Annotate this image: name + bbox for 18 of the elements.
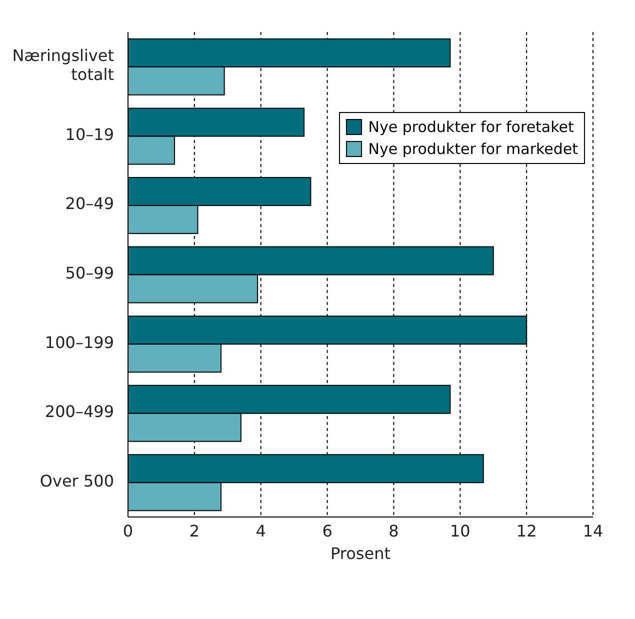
x-tick-label: 6 [322, 521, 332, 540]
legend-label: Nye produkter for markedet [368, 139, 578, 160]
legend-label: Nye produkter for foretaket [368, 117, 574, 138]
y-tick-label: 50–99 [65, 264, 114, 283]
x-tick-label: 10 [450, 521, 470, 540]
y-tick-label: 100–199 [44, 333, 114, 352]
x-tick-label: 8 [388, 521, 399, 540]
x-tick-label: 14 [582, 521, 604, 540]
x-tick-label: 0 [122, 521, 134, 540]
y-tick-label: Over 500 [40, 472, 114, 491]
y-tick-label: Næringslivet totalt [12, 46, 114, 85]
x-tick-label: 2 [189, 521, 200, 540]
x-tick-label: 12 [516, 521, 537, 540]
y-tick-label: 200–499 [44, 402, 114, 422]
y-tick-label: 20–49 [65, 194, 114, 214]
x-tick-label: 4 [256, 521, 266, 540]
y-tick-label: 10–19 [65, 125, 114, 144]
x-axis-title: Prosent [330, 544, 390, 563]
